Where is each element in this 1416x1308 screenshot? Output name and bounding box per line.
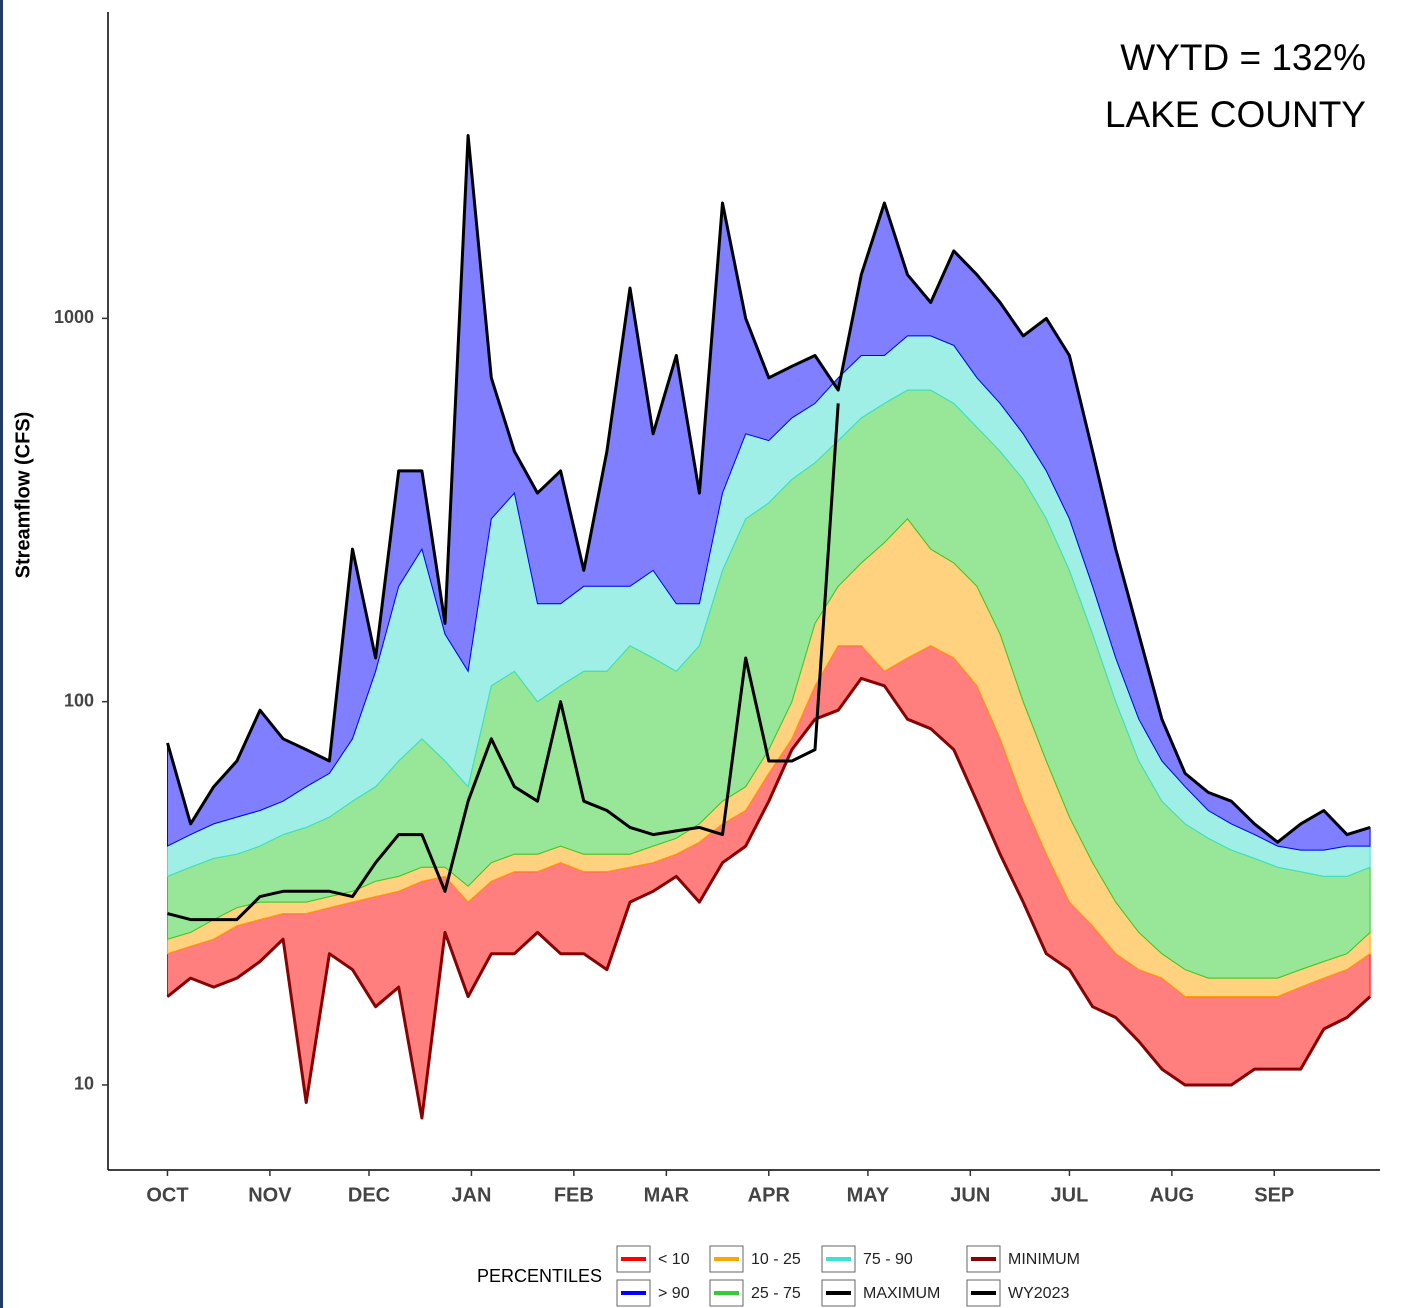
x-tick-label: FEB — [554, 1184, 594, 1206]
legend-title: PERCENTILES — [477, 1266, 602, 1286]
x-tick-label: MAY — [847, 1184, 890, 1206]
legend-label: 10 - 25 — [751, 1251, 801, 1268]
x-tick-label: APR — [748, 1184, 791, 1206]
y-axis-label: Streamflow (CFS) — [12, 412, 34, 579]
x-tick-label: SEP — [1254, 1184, 1294, 1206]
annotation: WYTD = 132% — [1120, 37, 1366, 78]
x-tick-label: JAN — [451, 1184, 491, 1206]
legend-label: MAXIMUM — [863, 1285, 940, 1302]
x-tick-label: JUN — [950, 1184, 990, 1206]
x-tick-label: MAR — [644, 1184, 690, 1206]
legend-label: < 10 — [658, 1251, 690, 1268]
y-tick-label: 1000 — [54, 307, 94, 327]
line — [166, 676, 1372, 1120]
x-tick-label: NOV — [248, 1184, 292, 1206]
left-edge — [0, 0, 3, 1308]
x-tick-label: OCT — [146, 1184, 188, 1206]
legend-label: 75 - 90 — [863, 1251, 913, 1268]
legend-label: > 90 — [658, 1285, 690, 1302]
annotation: LAKE COUNTY — [1105, 94, 1366, 135]
legend-label: MINIMUM — [1008, 1251, 1080, 1268]
x-tick-label: JUL — [1051, 1184, 1089, 1206]
legend-label: 25 - 75 — [751, 1285, 801, 1302]
line — [166, 134, 1371, 844]
plot-area — [166, 134, 1372, 1120]
legend-label: WY2023 — [1008, 1285, 1069, 1302]
x-tick-label: AUG — [1150, 1184, 1194, 1206]
y-tick-label: 10 — [74, 1074, 94, 1094]
line — [167, 403, 840, 922]
y-tick-label: 100 — [64, 690, 94, 710]
x-tick-label: DEC — [348, 1184, 390, 1206]
